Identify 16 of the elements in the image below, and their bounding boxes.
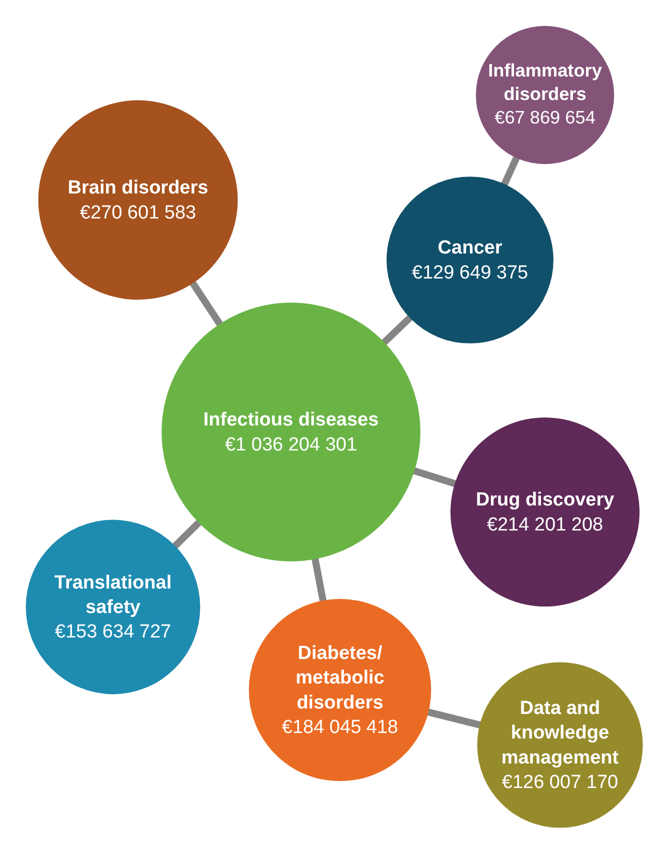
data-label: €184 045 418 xyxy=(282,717,398,738)
data-label: €1 036 204 301 xyxy=(224,434,358,456)
category-label: Drug discovery xyxy=(476,490,615,511)
data-label: €270 601 583 xyxy=(80,202,196,224)
category-label: Inflammatory disorders xyxy=(488,60,602,104)
category-label: Brain disorders xyxy=(68,178,208,199)
category-label: Diabetes/ metabolic disorders xyxy=(296,642,385,714)
data-label: €129 649 375 xyxy=(412,262,528,284)
category-label: Cancer xyxy=(438,238,503,259)
data-label: €214 201 208 xyxy=(486,514,604,536)
data-label: €153 634 727 xyxy=(54,622,172,643)
category-label: Data and knowledge management xyxy=(501,698,620,768)
category-label: Infectious diseases xyxy=(203,410,379,431)
category-label: Translational safety xyxy=(54,572,172,618)
data-label: €67 869 654 xyxy=(494,108,596,128)
data-label: €126 007 170 xyxy=(502,772,618,794)
